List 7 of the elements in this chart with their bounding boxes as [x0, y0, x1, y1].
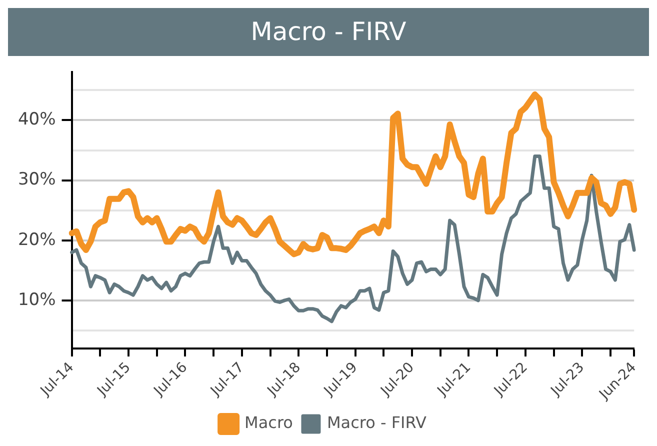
y-tick-label: 20%	[18, 230, 56, 250]
chart-title: Macro - FIRV	[8, 8, 649, 56]
legend-label: Macro - FIRV	[326, 413, 427, 432]
y-tick-label: 40%	[18, 110, 56, 130]
y-tick-label: 10%	[18, 290, 56, 310]
legend-label: Macro	[244, 413, 293, 432]
y-tick-label: 30%	[18, 170, 56, 190]
